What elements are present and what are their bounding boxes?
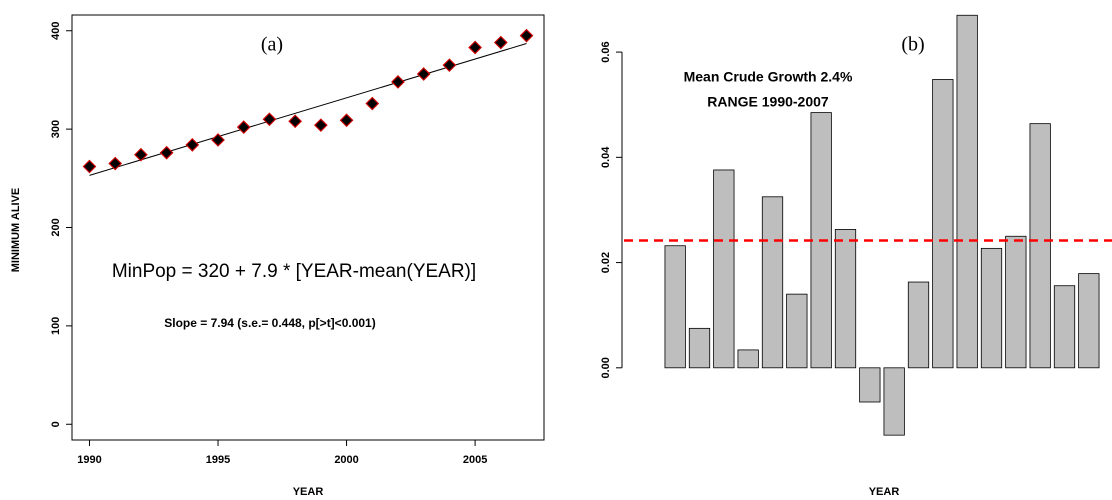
panel-label: (b) (901, 34, 924, 56)
point (159, 145, 174, 160)
annotation: MinPop = 320 + 7.9 * [YEAR-mean(YEAR)] (112, 261, 476, 282)
x-axis-label: YEAR (293, 486, 324, 498)
point (493, 35, 508, 50)
y-tick-label: 0.06 (600, 41, 612, 62)
bar (980, 247, 1003, 369)
x-tick-label: 2000 (334, 454, 358, 466)
point (339, 113, 354, 128)
point (134, 147, 148, 162)
x-tick-label: 2005 (463, 454, 487, 466)
bar (761, 196, 784, 369)
point (442, 58, 457, 73)
point (262, 112, 277, 127)
x-tick-label: 1990 (77, 454, 101, 466)
bar (932, 79, 954, 369)
bar (907, 281, 930, 369)
point (108, 156, 123, 171)
point (236, 120, 251, 135)
panel-label: (a) (261, 34, 283, 56)
point (211, 133, 225, 147)
bar (834, 229, 857, 369)
point (416, 67, 431, 81)
point (519, 28, 534, 43)
bar (713, 169, 735, 369)
point (365, 96, 380, 111)
y-tick-label: 0.04 (600, 146, 612, 168)
x-axis-label: YEAR (869, 486, 900, 498)
bar (1053, 285, 1076, 369)
point (185, 138, 200, 152)
point (288, 114, 302, 129)
annotation: Mean Crude Growth 2.4% (684, 69, 853, 85)
y-tick-label: 100 (50, 317, 62, 335)
bar (664, 245, 686, 369)
bar (859, 367, 881, 403)
annotation: Slope = 7.94 (s.e.= 0.448, p[>t]<0.001) (164, 316, 375, 330)
y-tick-label: 400 (50, 22, 62, 40)
bar (1005, 235, 1027, 369)
bar (883, 367, 905, 436)
point (468, 40, 482, 55)
y-tick-label: 200 (50, 218, 62, 236)
y-tick-label: 0 (50, 421, 62, 427)
y-tick-label: 0.02 (600, 252, 612, 273)
bar (688, 327, 711, 369)
point (391, 75, 405, 89)
y-tick-label: 300 (50, 120, 62, 138)
point (314, 118, 328, 133)
bar (1078, 273, 1100, 369)
bar (1029, 123, 1051, 369)
bar (956, 14, 978, 369)
y-tick-label: 0.00 (600, 357, 612, 378)
plot-frame (71, 14, 545, 441)
annotation: RANGE 1990-2007 (707, 94, 829, 110)
fit-line (89, 43, 527, 176)
bar (737, 349, 759, 369)
point (82, 159, 97, 174)
x-tick-label: 1995 (206, 454, 230, 466)
y-axis-label: MINIMUM ALIVE (10, 188, 22, 273)
bar (786, 293, 808, 369)
